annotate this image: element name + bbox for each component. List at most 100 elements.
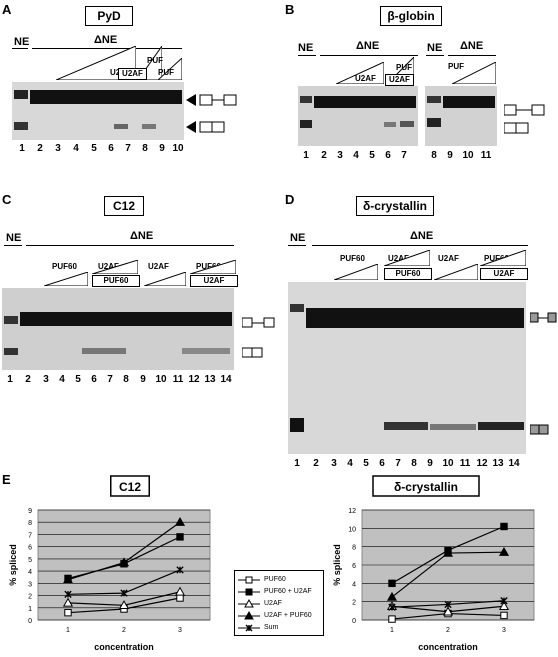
panel-a-u2af-box: U2AF <box>118 68 147 80</box>
y-tick-label: 2 <box>352 600 356 607</box>
legend-marker <box>238 610 260 619</box>
x-tick-label: 2 <box>122 627 126 634</box>
panel-d-titration-triangle-puf60-2 <box>480 250 526 266</box>
panel-d-spliced-mrna-icon <box>530 424 549 435</box>
panel-letter-c: C <box>2 192 12 207</box>
y-tick-label: 6 <box>352 563 356 570</box>
y-tick-label: 4 <box>352 581 356 588</box>
data-point <box>245 588 253 595</box>
data-point <box>64 608 72 617</box>
lane-number: 13 <box>492 458 504 469</box>
panel-d-titration-triangle-u2af-2 <box>434 264 478 280</box>
data-point <box>62 574 74 584</box>
panel-b-pre-mrna-icon <box>504 104 545 116</box>
series-sum <box>388 597 508 611</box>
chart-title-box <box>110 475 150 497</box>
data-point <box>388 603 396 611</box>
lane-number: 5 <box>363 458 369 469</box>
panel-letter-e: E <box>2 472 11 487</box>
panel-c-title: C12 <box>104 196 144 216</box>
panel-a-title: PyD <box>85 6 133 26</box>
y-tick-label: 6 <box>28 545 32 552</box>
lane-number: 3 <box>55 143 61 154</box>
lane-number: 10 <box>442 458 454 469</box>
lane-number: 11 <box>172 374 184 385</box>
lane-number: 6 <box>379 458 385 469</box>
panel-b-u2af-label: U2AF <box>355 74 376 83</box>
lane-number: 5 <box>369 150 375 161</box>
panel-d-lane-numbers: 1 2 3 4 5 6 7 8 9 10 11 12 13 14 <box>284 458 534 470</box>
panel-b-spliced-mrna-icon <box>504 122 529 134</box>
lane-number: 11 <box>480 150 492 161</box>
series-u2af-puf60 <box>386 546 510 601</box>
lane-number: 6 <box>108 143 114 154</box>
y-axis-label: % spliced <box>332 544 342 586</box>
panel-a-spliced-mrna-icon <box>186 121 225 133</box>
data-point <box>174 586 186 596</box>
chart-title-box <box>372 475 480 497</box>
panel-c-titration-triangle-puf60 <box>44 272 88 286</box>
lane-number: 4 <box>59 374 65 385</box>
lane-number: 14 <box>220 374 232 385</box>
panel-a-gel-image <box>12 82 184 140</box>
lane-number: 7 <box>125 143 131 154</box>
panel-c-gel-image <box>2 288 234 370</box>
series-sum <box>64 566 184 599</box>
panel-b-titration-triangle-puf <box>452 62 496 84</box>
lane-number: 6 <box>385 150 391 161</box>
data-point <box>500 597 508 605</box>
panel-d-ne-label: NE <box>290 232 306 244</box>
lane-number: 4 <box>353 150 359 161</box>
data-point <box>245 576 253 583</box>
lane-number: 6 <box>91 374 97 385</box>
data-point <box>118 557 130 567</box>
lane-number: 4 <box>73 143 79 154</box>
lane-number: 5 <box>75 374 81 385</box>
lane-number: 11 <box>459 458 471 469</box>
panel-b-puf-label: PUF <box>448 62 464 71</box>
panel-letter-b: B <box>285 2 295 17</box>
chart-title: C12 <box>119 480 141 494</box>
data-point <box>244 598 254 607</box>
lane-number: 4 <box>347 458 353 469</box>
lane-number: 1 <box>7 374 13 385</box>
legend-item: Sum <box>237 622 278 633</box>
lane-number: 3 <box>337 150 343 161</box>
panel-b-dne-label-2: ΔNE <box>460 40 484 52</box>
lane-number: 10 <box>172 143 184 154</box>
panel-c-puf60-label: PUF60 <box>52 262 77 271</box>
data-point <box>500 522 508 531</box>
panel-b-ne-line-2 <box>426 55 444 56</box>
legend-item: U2AF <box>237 598 282 609</box>
lane-number: 9 <box>427 458 433 469</box>
panel-d-u2af-label: U2AF <box>388 254 409 263</box>
panel-b-dne-line-2 <box>448 55 496 56</box>
data-point <box>498 601 510 610</box>
legend-marker <box>238 624 260 631</box>
panel-b-dne-line-1 <box>320 55 418 56</box>
y-tick-label: 7 <box>28 532 32 539</box>
data-point <box>244 610 254 619</box>
lane-number: 9 <box>140 374 146 385</box>
data-point <box>500 611 508 620</box>
y-tick-label: 0 <box>28 618 32 625</box>
lane-number: 1 <box>303 150 309 161</box>
panel-d-dne-label: ΔNE <box>410 230 434 242</box>
panel-c-ne-line <box>4 245 22 246</box>
panel-d-puf60-box: PUF60 <box>384 268 432 280</box>
data-point <box>388 579 396 588</box>
data-point <box>444 600 452 609</box>
y-axis-label: % spliced <box>8 544 18 586</box>
data-point <box>388 615 396 623</box>
panel-d-titration-triangle-u2af <box>384 250 430 266</box>
y-tick-label: 10 <box>348 526 356 533</box>
y-tick-label: 9 <box>28 508 32 515</box>
x-tick-label: 2 <box>446 627 450 634</box>
panel-letter-d: D <box>285 192 295 207</box>
lane-number: 2 <box>25 374 31 385</box>
data-point <box>442 606 454 616</box>
panel-b-gel-image-right <box>425 86 497 146</box>
x-axis-label: concentration <box>94 642 154 652</box>
lane-number: 8 <box>431 150 437 161</box>
panel-b-dne-label-1: ΔNE <box>356 40 380 52</box>
